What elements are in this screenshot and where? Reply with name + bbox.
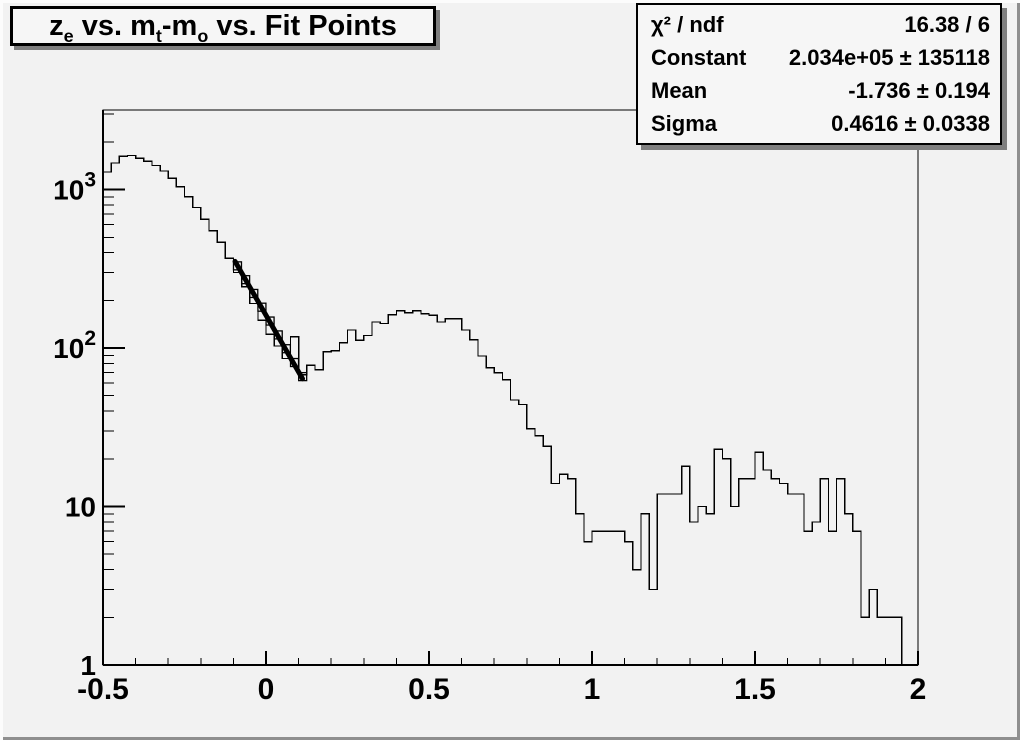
stat-value: 2.034e+05 ± 135118 — [788, 44, 990, 70]
stat-value: 16.38 / 6 — [904, 11, 990, 37]
fit-line — [232, 258, 306, 382]
svg-text:0: 0 — [258, 673, 275, 706]
x-axis-labels: -0.5 0 0.5 1 1.5 2 — [77, 673, 926, 706]
y-axis-labels: 1 10 102 103 — [53, 169, 96, 681]
stat-row-mean: Mean -1.736 ± 0.194 — [638, 77, 1000, 103]
stat-label: χ² / ndf — [651, 11, 724, 37]
stat-row-sigma: Sigma 0.4616 ± 0.0338 — [638, 110, 1000, 136]
svg-text:1: 1 — [80, 650, 96, 681]
svg-text:0.5: 0.5 — [408, 673, 450, 706]
svg-text:1.5: 1.5 — [734, 673, 776, 706]
histogram-line — [103, 154, 918, 666]
svg-text:-0.5: -0.5 — [77, 673, 129, 706]
stat-row-chi2: χ² / ndf 16.38 / 6 — [638, 11, 1000, 37]
svg-text:10: 10 — [65, 492, 96, 523]
plot-frame — [102, 109, 919, 666]
stat-value: 0.4616 ± 0.0338 — [831, 110, 990, 136]
stat-label: Constant — [651, 44, 747, 70]
plot-title: ze vs. mt-mo vs. Fit Points — [49, 9, 397, 46]
stats-box: χ² / ndf 16.38 / 6 Constant 2.034e+05 ± … — [636, 3, 1002, 145]
svg-text:102: 102 — [53, 327, 96, 364]
svg-text:103: 103 — [53, 169, 96, 206]
stat-row-constant: Constant 2.034e+05 ± 135118 — [638, 44, 1000, 70]
axis-ticks — [102, 113, 919, 666]
stat-label: Mean — [651, 77, 708, 103]
stat-value: -1.736 ± 0.194 — [848, 77, 990, 103]
svg-text:2: 2 — [910, 673, 927, 706]
svg-text:1: 1 — [584, 673, 601, 706]
stat-label: Sigma — [651, 110, 718, 136]
title-box: ze vs. mt-mo vs. Fit Points — [10, 6, 436, 46]
